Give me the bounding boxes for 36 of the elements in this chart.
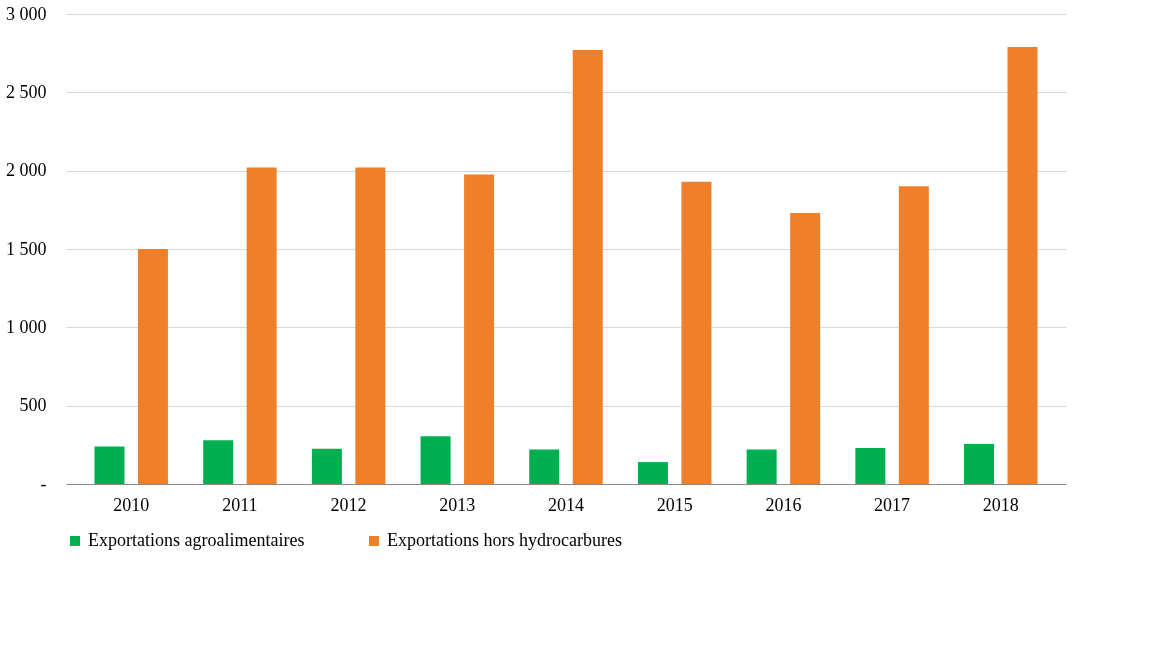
bar xyxy=(529,449,560,484)
bar xyxy=(246,167,277,484)
x-tick-label: 2014 xyxy=(548,494,584,515)
y-tick-label: 1 000 xyxy=(6,316,47,337)
y-tick-label: - xyxy=(40,473,47,494)
bar xyxy=(790,212,821,484)
x-tick-label: 2018 xyxy=(982,494,1019,515)
y-tick-label: 500 xyxy=(19,395,47,416)
bar xyxy=(746,449,777,484)
bar xyxy=(137,249,168,484)
y-tick-label: 2 500 xyxy=(6,81,47,102)
x-tick-label: 2017 xyxy=(874,494,911,515)
bar xyxy=(311,448,342,484)
y-tick-label: 1 500 xyxy=(6,238,47,259)
legend-label: Exportations hors hydrocarbures xyxy=(387,530,622,550)
bar xyxy=(855,447,886,484)
bar xyxy=(420,436,451,484)
y-tick-label: 2 000 xyxy=(6,160,47,181)
bar xyxy=(203,440,234,484)
y-tick-label: 3 000 xyxy=(6,3,47,24)
legend-label: Exportations agroalimentaires xyxy=(88,530,305,550)
x-tick-label: 2016 xyxy=(765,494,802,515)
bar xyxy=(637,462,668,484)
bar xyxy=(572,50,603,484)
x-tick-label: 2012 xyxy=(330,494,367,515)
bar xyxy=(964,444,995,484)
bar xyxy=(898,186,929,484)
x-tick-label: 2013 xyxy=(439,494,476,515)
x-tick-label: 2011 xyxy=(222,494,258,515)
bar xyxy=(464,174,495,484)
bar xyxy=(94,446,125,484)
bar xyxy=(1007,46,1038,484)
bar xyxy=(355,167,386,484)
bar xyxy=(681,181,712,484)
x-tick-label: 2015 xyxy=(656,494,693,515)
x-tick-label: 2010 xyxy=(113,494,150,515)
